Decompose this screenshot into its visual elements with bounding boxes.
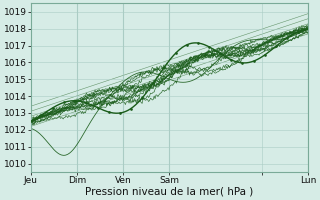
X-axis label: Pression niveau de la mer( hPa ): Pression niveau de la mer( hPa ) <box>85 187 254 197</box>
